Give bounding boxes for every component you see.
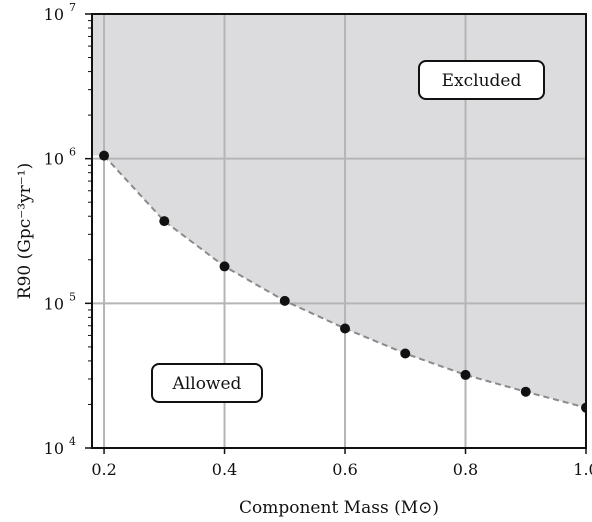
data-point (340, 323, 351, 334)
data-point (520, 386, 531, 397)
data-point (400, 348, 411, 359)
data-point (159, 216, 170, 227)
data-points (99, 150, 586, 413)
x-tick-label: 0.2 (91, 460, 116, 479)
x-axis-label: Component Mass (M⊙) (239, 498, 439, 518)
x-tick-label: 0.4 (212, 460, 237, 479)
y-axis-ticks: 10 4 10 5 10 6 10 7 (44, 1, 92, 458)
x-axis-ticks: 0.2 0.4 0.6 0.8 1.0 (91, 448, 592, 479)
y-axis-label: R90 (Gpc⁻³yr⁻¹) (15, 163, 35, 299)
y-tick-exponent: 6 (69, 146, 76, 159)
y-tick-exponent: 4 (69, 435, 76, 448)
excluded-label: Excluded (442, 71, 522, 91)
data-point (219, 261, 230, 272)
y-tick-exponent: 5 (69, 290, 76, 303)
data-point (460, 369, 471, 380)
x-tick-label: 0.8 (453, 460, 478, 479)
excluded-region (92, 14, 586, 408)
plot-frame (91, 13, 587, 449)
data-point (279, 295, 290, 306)
x-tick-label: 1.0 (573, 460, 592, 479)
data-point (99, 150, 110, 161)
y-tick-label: 10 (44, 5, 64, 24)
allowed-label-box: Allowed (151, 363, 263, 403)
y-tick-label: 10 (44, 150, 64, 169)
y-tick-label: 10 (44, 294, 64, 313)
x-tick-label: 0.6 (332, 460, 357, 479)
data-point (581, 402, 586, 413)
excluded-label-box: Excluded (418, 60, 545, 100)
y-tick-exponent: 7 (69, 1, 76, 14)
y-tick-label: 10 (44, 439, 64, 458)
allowed-label: Allowed (172, 374, 242, 394)
